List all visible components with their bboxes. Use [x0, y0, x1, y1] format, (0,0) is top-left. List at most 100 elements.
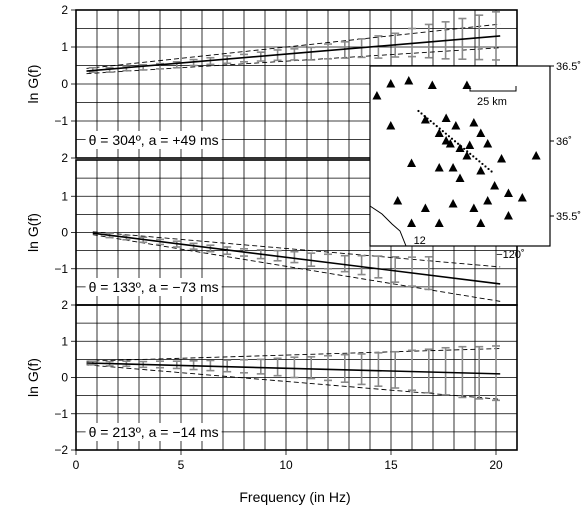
station-marker [393, 196, 403, 205]
x-tick-label: 15 [384, 458, 398, 472]
station-marker [462, 80, 472, 89]
confidence-lower [86, 47, 501, 75]
lat-label: 35.5˚ [556, 211, 581, 223]
y-axis-label: ln G(f) [25, 65, 41, 104]
confidence-upper [86, 23, 501, 69]
data-point [340, 353, 349, 384]
coastline [369, 205, 407, 247]
station-marker [420, 203, 430, 212]
station-marker [503, 188, 513, 197]
fault-dot [484, 165, 487, 168]
station-marker [441, 113, 451, 122]
y-tick-label: 1 [61, 189, 68, 203]
fit-line [92, 232, 501, 285]
data-point [374, 352, 383, 388]
lon-label: −120˚ [496, 249, 524, 261]
station-marker [476, 128, 486, 137]
data-point [391, 350, 400, 389]
confidence-upper [92, 231, 501, 268]
station-marker [503, 211, 513, 220]
fault-dot [441, 130, 444, 133]
station-marker [483, 196, 493, 205]
y-tick-label: 0 [61, 371, 68, 385]
fault-dot [475, 157, 478, 160]
y-tick-label: 2 [61, 298, 68, 312]
station-marker [420, 115, 430, 124]
station-marker [434, 163, 444, 172]
data-point [408, 349, 416, 391]
data-point [290, 250, 299, 264]
panel-annotation: θ = 213º, a = −14 ms [89, 424, 219, 440]
x-axis-label: Frequency (in Hz) [239, 489, 350, 505]
inset-map: 25 km 36.5˚ 36˚ 35.5˚ −120˚ 12 [369, 61, 581, 261]
station-marker [462, 151, 472, 160]
lat-label: 36˚ [556, 136, 572, 148]
station-marker [469, 118, 479, 127]
data-point [424, 348, 433, 394]
data-point [324, 253, 332, 270]
data-point [307, 356, 316, 380]
station-marker [490, 181, 500, 190]
station-marker [451, 121, 461, 130]
data-point [408, 27, 416, 58]
fault-dot [420, 112, 423, 115]
data-point [290, 48, 299, 61]
station-marker [407, 218, 417, 227]
fault-dot [481, 162, 484, 166]
station-marker [427, 80, 437, 89]
fault-dot [487, 167, 490, 171]
station-marker [455, 143, 465, 152]
y-tick-label: −2 [54, 443, 68, 457]
station-marker [476, 166, 486, 175]
lat-label: 36.5˚ [556, 61, 581, 73]
data-point [357, 254, 366, 276]
confidence-lower [92, 234, 501, 302]
fit-line [86, 35, 501, 72]
data-point [340, 254, 349, 273]
fault-dot [453, 140, 457, 143]
station-marker [476, 218, 486, 227]
fault-dot [463, 147, 466, 150]
x-tick-label: 10 [279, 458, 293, 472]
fault-dot [490, 170, 493, 173]
y-tick-label: 1 [61, 40, 68, 54]
lon-label-partial: 12 [414, 235, 426, 247]
map-frame [369, 65, 551, 247]
y-tick-label: −1 [54, 262, 68, 276]
fault-dot [429, 119, 432, 123]
station-marker [455, 173, 465, 182]
data-point [307, 46, 316, 61]
station-marker [483, 139, 493, 148]
confidence-upper [86, 348, 501, 362]
data-point [240, 358, 248, 374]
fault-dot [417, 109, 420, 113]
data-point [424, 23, 433, 59]
station-marker [441, 136, 451, 145]
data-point [391, 255, 400, 283]
station-marker [386, 121, 396, 130]
y-tick-label: −1 [54, 114, 68, 128]
station-marker [434, 128, 444, 137]
scale-label: 25 km [477, 96, 507, 108]
y-tick-label: −1 [54, 407, 68, 421]
station-marker [407, 158, 417, 167]
confidence-lower [86, 364, 501, 400]
station-marker [372, 91, 382, 100]
data-point [408, 256, 416, 287]
data-point [441, 346, 450, 396]
station-marker [531, 151, 541, 160]
station-marker [469, 203, 479, 212]
x-tick-label: 5 [178, 458, 185, 472]
y-tick-label: 2 [61, 151, 68, 165]
fault-dot [478, 160, 481, 163]
data-point [273, 357, 282, 377]
y-tick-label: 0 [61, 77, 68, 91]
data-point [324, 43, 332, 60]
station-marker [448, 199, 458, 208]
fault-dot [447, 135, 451, 138]
y-tick-label: 2 [61, 3, 68, 17]
fault-dot [469, 152, 472, 155]
y-axis-label: ln G(f) [25, 213, 41, 252]
fault-dot [444, 132, 447, 135]
